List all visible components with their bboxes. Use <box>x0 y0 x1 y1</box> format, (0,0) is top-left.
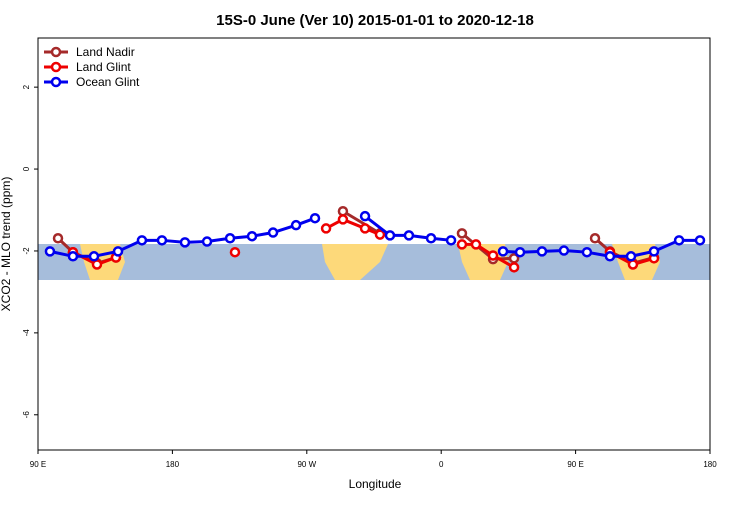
data-point <box>558 245 570 256</box>
data-point <box>625 251 637 262</box>
data-point <box>359 210 371 222</box>
plot-frame <box>37 37 711 451</box>
x-tick-label: 0 <box>439 460 444 469</box>
data-point <box>627 259 639 270</box>
data-point <box>456 239 468 250</box>
x-tick-label: 180 <box>703 460 717 469</box>
data-point <box>508 262 520 273</box>
data-point <box>581 246 593 258</box>
x-tick-label: 90 W <box>297 460 316 469</box>
data-point <box>267 227 279 238</box>
data-point <box>88 251 100 262</box>
data-point <box>290 219 302 231</box>
data-point <box>52 233 64 244</box>
legend-label: Land Nadir <box>76 45 135 59</box>
data-point <box>673 235 685 246</box>
y-tick-label: 0 <box>22 166 31 171</box>
land <box>322 244 388 280</box>
data-point <box>67 251 79 262</box>
data-point <box>384 230 396 241</box>
data-point <box>337 214 349 225</box>
data-point <box>246 230 258 242</box>
data-point <box>536 246 548 257</box>
series-line <box>325 217 381 236</box>
data-point <box>156 235 168 246</box>
y-tick-label: 2 <box>22 84 31 89</box>
data-point <box>201 236 213 247</box>
chart-title: 15S-0 June (Ver 10) 2015-01-01 to 2020-1… <box>216 12 534 29</box>
legend-marker <box>50 76 62 88</box>
data-point <box>470 239 482 250</box>
data-point <box>514 246 526 258</box>
y-axis-label: XCO2 - MLO trend (ppm) <box>0 177 13 312</box>
data-point <box>487 250 499 261</box>
data-point <box>648 246 660 257</box>
x-tick-label: 90 E <box>567 460 583 469</box>
data-point <box>604 251 616 262</box>
data-point <box>694 235 706 246</box>
data-point <box>359 223 371 234</box>
data-point <box>589 233 601 244</box>
data-point <box>136 235 148 246</box>
x-tick-label: 180 <box>166 460 180 469</box>
data-point <box>224 233 236 244</box>
data-point <box>179 237 191 248</box>
series-line <box>461 242 515 269</box>
x-tick-label: 90 E <box>30 460 46 469</box>
data-point <box>112 246 124 257</box>
data-point <box>374 229 386 240</box>
data-point <box>337 205 349 217</box>
map-band <box>38 244 710 280</box>
legend-marker <box>50 61 62 73</box>
data-point <box>91 259 103 270</box>
y-tick-label: -6 <box>22 411 31 419</box>
series-line <box>502 238 700 258</box>
data-point <box>497 246 509 257</box>
legend-label: Ocean Glint <box>76 75 140 89</box>
data-point <box>229 246 241 258</box>
data-point <box>44 246 56 257</box>
y-tick-label: -4 <box>22 329 31 337</box>
data-point <box>425 233 437 244</box>
data-point <box>309 212 321 224</box>
series-line <box>342 209 381 235</box>
legend-marker <box>50 46 62 58</box>
data-point <box>403 230 415 241</box>
legend-label: Land Glint <box>76 60 131 74</box>
data-point <box>445 235 457 246</box>
data-point <box>456 228 468 239</box>
data-point <box>320 223 332 234</box>
x-axis-label: Longitude <box>349 477 402 491</box>
y-tick-label: -2 <box>22 247 31 255</box>
